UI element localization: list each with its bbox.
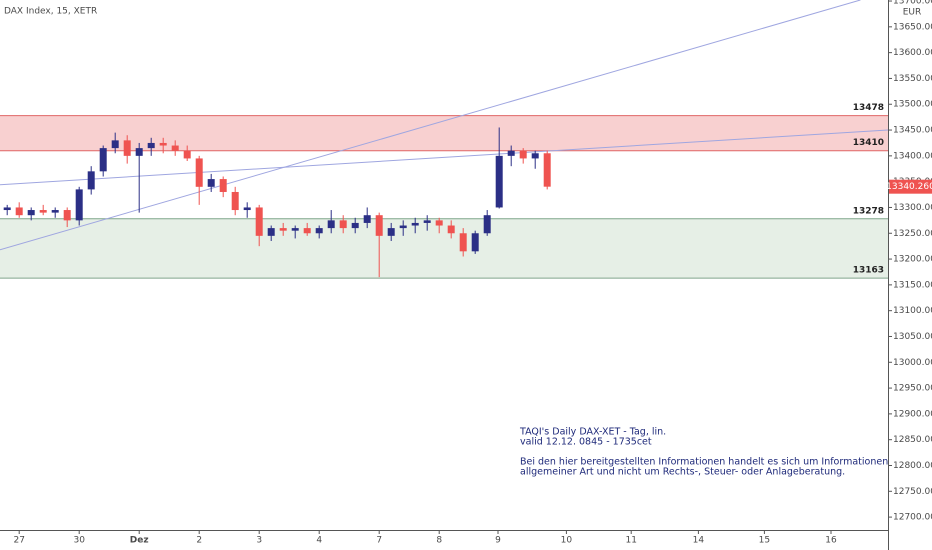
y-tick-label: 13150.000: [893, 280, 932, 290]
x-tick-label: 30: [73, 536, 85, 546]
candle-body: [135, 148, 143, 156]
chart-title: DAX Index, 15, XETR: [4, 7, 97, 17]
candle-body: [423, 220, 431, 223]
y-tick-label: 13300.000: [893, 203, 932, 213]
level-label: 13163: [853, 266, 884, 276]
candle-body: [435, 220, 443, 226]
last-price-label: 13340.260: [886, 182, 932, 192]
candle-body: [363, 215, 371, 223]
candle-body: [459, 233, 467, 252]
y-tick-label: 13550.000: [893, 74, 932, 84]
candle-body: [483, 215, 491, 234]
candle-body: [315, 228, 323, 234]
x-tick-label: 27: [13, 536, 24, 546]
y-tick-label: 12800.000: [893, 461, 932, 471]
y-tick-label: 13700.000: [893, 0, 932, 7]
candle-body: [111, 140, 119, 149]
y-tick-label: 13050.000: [893, 332, 932, 342]
candle-body: [15, 207, 23, 216]
candle-body: [471, 233, 479, 252]
x-tick-label: 16: [825, 536, 837, 546]
y-tick-label: 12750.000: [893, 487, 932, 497]
annotation-line: valid 12.12. 0845 - 1735cet: [520, 437, 652, 448]
candle-body: [39, 210, 47, 213]
candle-body: [327, 220, 335, 229]
candle-body: [207, 179, 215, 187]
last-price-box: [889, 179, 932, 194]
y-tick-label: 12900.000: [893, 409, 932, 419]
candle-body: [3, 207, 11, 211]
candle-body: [303, 228, 311, 234]
candle-body: [87, 171, 95, 190]
candle-body: [255, 207, 263, 236]
x-tick-label: 8: [436, 536, 442, 546]
x-tick-label: 4: [316, 536, 322, 546]
y-tick-label: 13250.000: [893, 229, 932, 239]
candle-body: [291, 228, 299, 231]
candle-body: [519, 150, 527, 159]
y-tick-label: 13200.000: [893, 255, 932, 265]
x-tick-label: 14: [693, 536, 705, 546]
x-tick-label: 2: [196, 536, 202, 546]
annotation-line: allgemeiner Art und nicht um Rechts-, St…: [520, 467, 845, 478]
x-tick-label: Dez: [130, 536, 149, 546]
x-tick-label: 3: [256, 536, 262, 546]
candle-body: [171, 145, 179, 151]
candle-body: [147, 142, 155, 149]
candle-body: [543, 153, 551, 187]
candle-body: [267, 228, 275, 236]
y-tick-label: 13450.000: [893, 126, 932, 136]
candle-body: [99, 148, 107, 172]
level-label: 13410: [853, 138, 884, 148]
x-tick-label: 9: [495, 536, 501, 546]
candle-body: [51, 210, 59, 213]
candle-body: [75, 189, 83, 221]
trend-line: [0, 129, 889, 186]
annotation-line: TAQI's Daily DAX-XET - Tag, lin.: [519, 427, 666, 438]
y-tick-label: 13100.000: [893, 306, 932, 316]
candle-body: [507, 150, 515, 156]
candle-body: [375, 215, 383, 236]
trend-line: [0, 0, 861, 251]
candle-body: [339, 220, 347, 229]
y-tick-label: 13600.000: [893, 48, 932, 58]
level-label: 13478: [853, 103, 884, 113]
candle-body: [27, 210, 35, 216]
candle-body: [399, 225, 407, 229]
y-tick-label: 13000.000: [893, 358, 932, 368]
currency-box: [900, 5, 924, 19]
currency: EUR: [903, 8, 922, 18]
x-tick-label: 10: [561, 536, 573, 546]
candle-body: [495, 155, 503, 208]
y-tick-label: 13400.000: [893, 151, 932, 161]
candle-body: [159, 142, 167, 146]
candle-body: [183, 150, 191, 159]
y-tick-label: 12700.000: [893, 513, 932, 523]
candle-body: [447, 225, 455, 234]
candle-body: [123, 140, 131, 156]
x-tick-label: 15: [759, 536, 770, 546]
annotation-line: Bei den hier bereitgestellten Informatio…: [520, 457, 888, 468]
candle-body: [219, 179, 227, 192]
x-tick-label: 7: [376, 536, 382, 546]
y-tick-label: 13650.000: [893, 22, 932, 32]
y-tick-label: 13500.000: [893, 100, 932, 110]
candle-body: [231, 191, 239, 211]
y-tick-label: 12950.000: [893, 384, 932, 394]
zone: [0, 218, 888, 279]
level-label: 13278: [853, 206, 884, 216]
candle-body: [531, 153, 539, 159]
candle-body: [411, 222, 419, 226]
candle-body: [387, 228, 395, 236]
candle-body: [279, 228, 287, 231]
candle-body: [351, 222, 359, 229]
y-tick-label: 12850.000: [893, 435, 932, 445]
x-tick-label: 11: [625, 536, 636, 546]
candle-body: [63, 210, 71, 221]
candle-body: [195, 158, 203, 187]
candle-body: [243, 207, 251, 211]
